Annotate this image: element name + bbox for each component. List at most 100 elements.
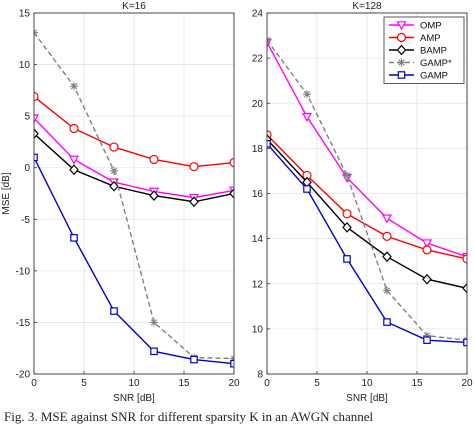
y-tick-label: 5 <box>24 112 30 123</box>
series-line-gamp <box>34 157 234 365</box>
data-point-amp <box>382 231 392 241</box>
y-tick-label: 10 <box>19 60 31 71</box>
legend-label: GAMP* <box>420 58 452 69</box>
legend-entry-amp: AMP <box>389 33 441 44</box>
series-line-gamp-star <box>267 39 467 341</box>
legend-label: AMP <box>420 33 441 44</box>
legend-entry-bamp: BAMP <box>389 44 447 56</box>
data-point-amp <box>149 154 159 165</box>
data-point-amp <box>229 157 234 168</box>
y-axis-label: MSE [dB] <box>1 172 12 214</box>
data-point-gamp-star <box>110 166 118 175</box>
x-axis-label: SNR [dB] <box>113 393 155 404</box>
legend-label: BAMP <box>420 45 447 56</box>
data-point-bamp <box>342 221 352 233</box>
x-tick-label: 5 <box>81 378 87 389</box>
data-point-omp <box>301 112 313 123</box>
mse-vs-snr-figure: 0 5 10 15 20 -20 -15 -10 -5 0 5 10 15 K=16 SNR [dB] MSE… <box>1 1 473 404</box>
series-bamp <box>34 128 234 208</box>
data-point-amp <box>34 91 39 102</box>
series-line-amp <box>267 134 467 260</box>
data-point-omp <box>68 155 80 165</box>
data-point-gamp <box>267 140 271 148</box>
series-amp <box>34 91 234 172</box>
legend-marker <box>396 21 407 31</box>
axes-frame <box>33 12 235 375</box>
series-line-omp <box>267 41 467 258</box>
legend-marker <box>396 44 407 56</box>
data-point-amp <box>109 142 119 152</box>
y-tick-label: 16 <box>252 189 264 200</box>
data-point-bamp <box>149 190 159 201</box>
legend-marker <box>397 58 406 67</box>
y-tick-label: -10 <box>16 266 31 277</box>
series-gamp <box>267 140 467 347</box>
data-point-amp <box>69 123 79 134</box>
y-tick-label: 22 <box>252 54 264 65</box>
series-line-bamp <box>34 133 234 203</box>
legend-marker <box>397 71 406 79</box>
legend-label: GAMP <box>420 70 448 81</box>
data-point-gamp <box>70 234 78 242</box>
legend-label: OMP <box>420 20 442 31</box>
chart-panel-k-128: 0 5 10 15 20 8 10 12 14 16 18 20 22 24 K=128 SNR [dB] OM… <box>252 1 473 404</box>
x-tick-label: 20 <box>461 378 473 389</box>
x-tick-label: 20 <box>228 378 240 389</box>
x-tick-label: 10 <box>361 378 373 389</box>
y-tick-label: 15 <box>19 9 31 20</box>
x-tick-label: 0 <box>264 378 270 389</box>
series-line-amp <box>34 95 234 168</box>
series-gamp-star <box>267 36 467 345</box>
data-point-omp <box>34 114 40 124</box>
data-point-omp <box>421 239 433 249</box>
data-point-bamp <box>229 188 234 199</box>
data-point-gamp <box>383 318 391 326</box>
y-tick-label: 14 <box>252 234 264 245</box>
legend-marker <box>396 32 407 43</box>
data-point-bamp <box>69 164 79 176</box>
y-tick-label: 12 <box>252 279 264 290</box>
data-point-bamp <box>109 180 119 192</box>
data-point-amp <box>462 254 467 264</box>
x-axis-label: SNR [dB] <box>346 393 388 404</box>
x-tick-label: 5 <box>314 378 320 389</box>
series-line-omp <box>34 117 234 199</box>
data-point-gamp-star <box>70 82 78 91</box>
data-point-gamp-star <box>267 36 271 45</box>
data-point-gamp <box>303 185 311 193</box>
data-point-amp <box>342 209 352 219</box>
series-line-bamp <box>267 138 467 289</box>
chart-title: K=16 <box>122 1 146 12</box>
series-line-gamp-star <box>34 32 234 360</box>
y-tick-label: -15 <box>16 318 31 329</box>
data-point-gamp <box>230 359 234 368</box>
data-point-gamp <box>343 255 351 263</box>
data-point-gamp <box>34 153 38 162</box>
chart-title: K=128 <box>352 1 382 12</box>
legend-entry-omp: OMP <box>389 20 442 31</box>
series-gamp <box>34 153 234 368</box>
y-tick-label: 0 <box>24 163 30 174</box>
data-point-amp <box>189 162 199 172</box>
x-tick-label: 0 <box>31 378 37 389</box>
data-point-gamp <box>423 336 431 344</box>
data-point-gamp <box>110 307 118 315</box>
data-point-bamp <box>422 273 432 285</box>
x-tick-label: 10 <box>128 378 140 389</box>
data-point-gamp-star <box>343 171 351 180</box>
y-tick-label: 24 <box>252 9 264 20</box>
chart-panel-k-16: 0 5 10 15 20 -20 -15 -10 -5 0 5 10 15 K=16 SNR [dB] MSE… <box>1 1 240 404</box>
data-point-gamp-star <box>383 286 391 295</box>
x-tick-label: 15 <box>411 378 423 389</box>
data-point-gamp <box>190 355 198 364</box>
axes-frame <box>266 12 468 375</box>
data-point-amp <box>422 245 432 255</box>
series-line-gamp <box>267 143 467 344</box>
legend-entry-gamp: GAMP <box>389 70 448 81</box>
data-point-bamp <box>34 128 39 140</box>
x-tick-label: 15 <box>178 378 190 389</box>
data-point-bamp <box>189 196 199 208</box>
y-tick-label: 20 <box>252 99 264 110</box>
data-point-gamp-star <box>150 318 158 327</box>
